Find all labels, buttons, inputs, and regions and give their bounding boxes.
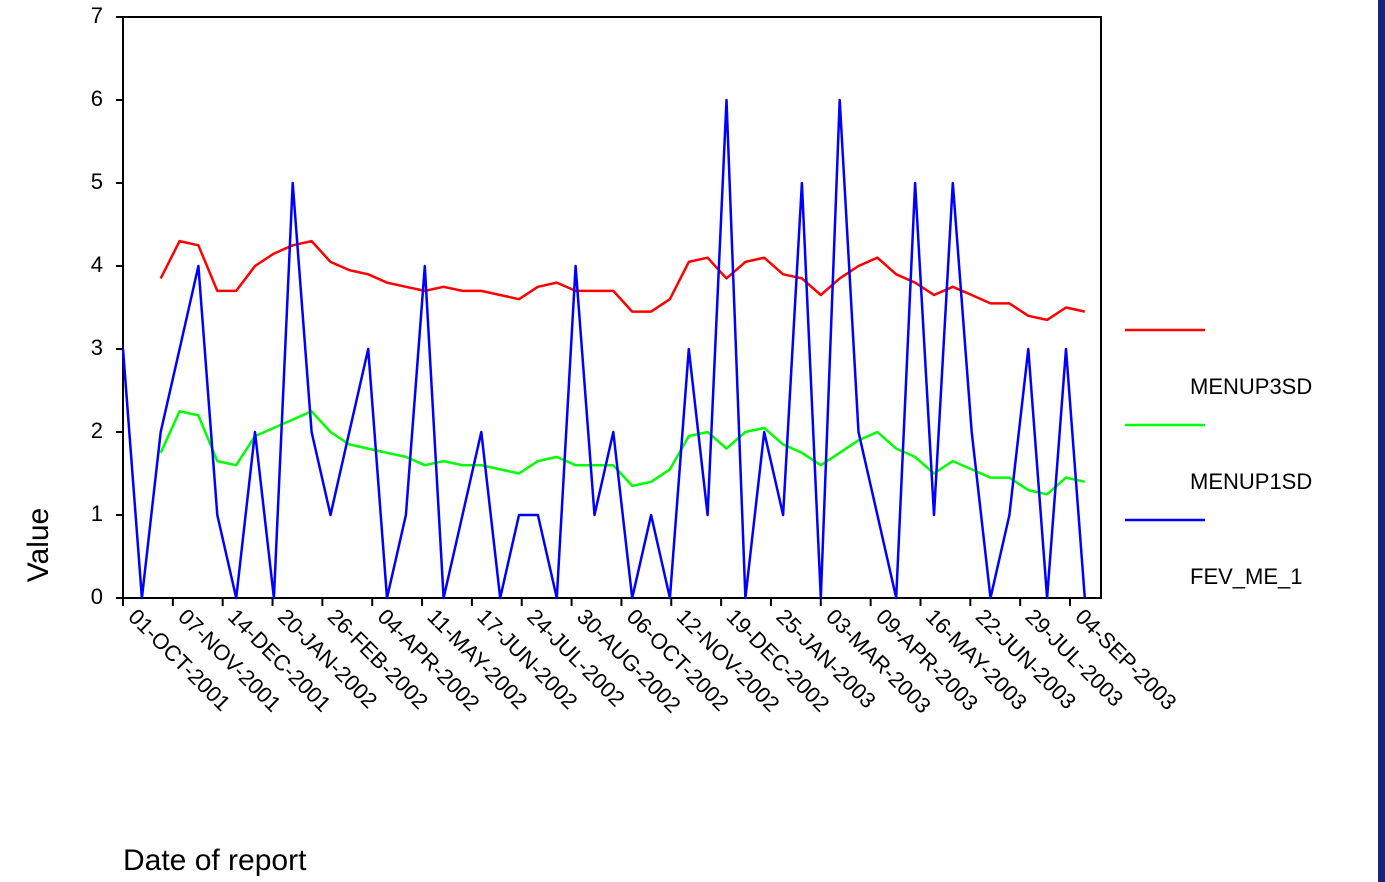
legend-label: MENUP3SD bbox=[1190, 374, 1312, 399]
y-tick-label: 4 bbox=[91, 252, 103, 277]
plot-frame bbox=[122, 16, 1102, 599]
legend-label: FEV_ME_1 bbox=[1190, 564, 1303, 589]
y-tick-label: 3 bbox=[91, 335, 103, 360]
series-line bbox=[159, 410, 1086, 496]
series-line bbox=[121, 98, 1087, 600]
y-tick-label: 7 bbox=[91, 3, 103, 28]
y-tick-label: 0 bbox=[91, 584, 103, 609]
y-axis-label: Value bbox=[22, 508, 55, 583]
y-tick-label: 2 bbox=[91, 418, 103, 443]
series-line bbox=[159, 239, 1086, 322]
edge-bar bbox=[1378, 0, 1385, 882]
y-tick-label: 6 bbox=[91, 86, 103, 111]
x-axis-label: Date of report bbox=[123, 844, 307, 877]
y-tick-label: 1 bbox=[91, 501, 103, 526]
legend-label: MENUP1SD bbox=[1190, 469, 1312, 494]
y-tick-label: 5 bbox=[91, 169, 103, 194]
